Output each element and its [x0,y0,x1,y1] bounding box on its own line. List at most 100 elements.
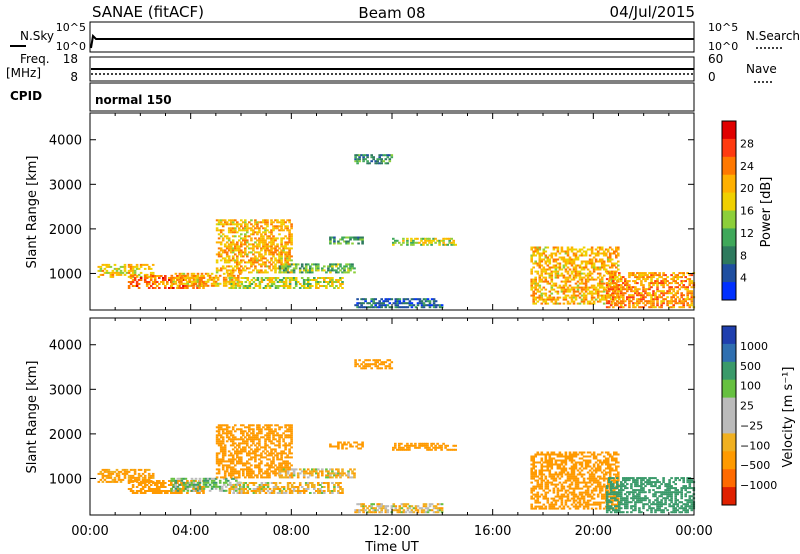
velocity-cell [274,482,278,484]
power-cell [131,275,135,277]
power-cell [366,302,369,305]
power-cell [180,272,184,275]
power-cell [406,302,410,305]
power-cell [258,259,261,262]
power-cell [374,302,377,305]
velocity-cell [408,505,412,508]
power-cell [594,252,598,255]
power-cell [296,263,300,266]
velocity-cell [542,497,546,500]
velocity-cell [294,486,298,488]
velocity-cell [278,488,282,490]
power-cell [558,262,562,265]
power-cell [206,278,210,281]
velocity-cell [582,501,586,504]
power-cell [217,255,221,258]
velocity-cell [550,481,554,484]
velocity-cell [129,476,133,479]
velocity-cell [280,452,283,455]
power-cell [396,302,400,305]
velocity-cell [343,441,346,444]
velocity-cell [182,483,186,486]
power-cell [276,243,279,246]
velocity-cell [260,456,263,459]
power-cell [151,287,155,289]
power-cell [264,251,267,254]
velocity-cell [238,492,242,494]
velocity-cell [327,474,330,477]
power-cell [280,253,283,256]
power-cell [182,277,185,279]
power-cell [690,274,694,277]
power-cell [690,296,694,299]
velocity-cell [412,511,416,514]
power-cell [258,227,261,230]
power-ytick-label: 3000 [49,178,82,193]
power-cell [133,273,137,276]
velocity-cell [306,484,310,486]
power-cell [232,276,236,279]
velocity-cell [223,464,227,467]
velocity-cell [568,479,572,482]
velocity-cell [292,468,296,471]
power-cell [309,287,312,289]
velocity-cell [258,466,261,469]
velocity-cell [276,424,279,427]
velocity-cell [329,474,332,477]
velocity-cell [560,461,564,464]
velocity-cell [532,487,535,490]
power-cell [544,254,548,257]
velocity-cell [351,445,354,448]
velocity-cell [290,452,293,455]
velocity-cell [250,490,254,492]
velocity-cell [208,483,212,486]
velocity-cell [586,501,590,504]
velocity-cell [225,434,229,437]
power-cell [329,271,332,274]
power-cell [123,263,127,266]
velocity-cell [304,490,308,492]
power-cell [660,306,663,309]
power-cell [584,298,588,301]
power-cell [594,286,598,289]
power-cell [580,252,584,255]
power-cell [650,306,653,309]
velocity-cell [400,446,403,449]
power-cell [192,272,196,275]
power-cell [360,302,363,305]
power-cell [248,259,251,262]
power-cell [544,288,548,291]
power-cell [200,281,203,283]
velocity-cell [333,484,336,486]
velocity-cell [588,503,592,506]
power-cell [680,280,683,283]
velocity-cell [266,438,269,441]
power-cell [164,275,167,277]
velocity-cell [428,509,432,512]
power-cell [225,241,229,244]
power-cell [244,227,247,230]
power-cell [270,249,273,252]
power-cell [618,274,621,277]
power-cell [602,264,606,267]
power-cell [390,156,394,159]
velocity-cell [286,466,289,469]
power-cell [103,271,107,274]
velocity-cell [229,462,233,465]
velocity-cell [278,434,281,437]
power-cell [113,271,117,274]
power-cell [556,246,560,249]
velocity-cell [574,481,578,484]
power-cell [446,237,449,240]
power-cell [341,283,344,285]
velocity-cell [341,445,344,448]
velocity-cell [360,503,363,506]
power-cell [239,272,242,275]
power-cell [660,276,663,279]
power-cell [615,248,618,251]
velocity-cell [145,484,149,486]
power-cell [280,263,283,266]
velocity-cell [588,473,592,476]
power-cell [290,233,293,236]
power-cell [227,259,231,262]
